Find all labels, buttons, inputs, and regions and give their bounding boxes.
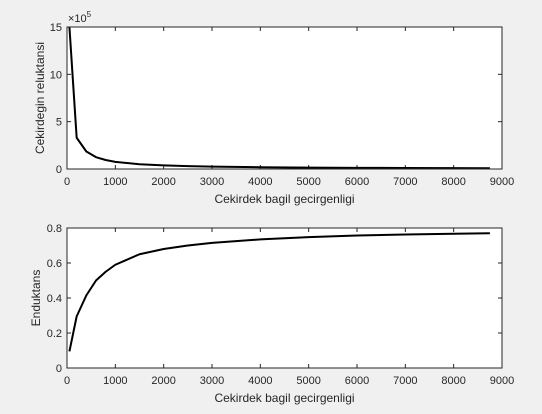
y-axis-label: Cekirdegin reluktansi [33, 42, 47, 154]
y-tick-label: 15 [50, 22, 62, 34]
y-tick-labels: 0 5 10 15 [50, 22, 62, 176]
x-axis-label: Cekirdek bagil gecirgenligi [214, 391, 354, 405]
x-tick-label: 9000 [490, 375, 514, 387]
plot-area [67, 228, 502, 368]
x-tick-label: 3000 [200, 176, 224, 188]
x-tick-label: 6000 [345, 375, 369, 387]
inductance-axes: 0 1000 2000 3000 4000 5000 6000 7000 8000 9000 00… [29, 223, 514, 405]
x-tick-label: 6000 [345, 176, 369, 188]
axes-box [66, 26, 503, 170]
x-tick-label: 0 [64, 375, 70, 387]
inductance-series-line [68, 232, 490, 352]
y-tick-labels: 0 0.2 0.4 0.6 0.8 [47, 223, 62, 375]
y-tick-label: 0 [56, 363, 62, 375]
x-tick-label: 9000 [490, 176, 514, 188]
y-tick-label: 0 [56, 164, 62, 176]
y-axis-label: Enduktans [29, 270, 43, 327]
x-tick-label: 7000 [393, 375, 417, 387]
x-tick-labels: 0 1000 2000 3000 4000 5000 6000 7000 8000 9000 [64, 176, 514, 188]
reluctance-series-line [68, 26, 490, 170]
x-tick-label: 3000 [200, 375, 224, 387]
x-tick-label: 2000 [151, 176, 175, 188]
x-tick-label: 8000 [441, 375, 465, 387]
x-tick-label: 0 [64, 176, 70, 188]
x-tick-label: 2000 [151, 375, 175, 387]
y-tick-label: 0.8 [47, 223, 62, 235]
x-tick-label: 7000 [393, 176, 417, 188]
x-tick-label: 4000 [248, 375, 272, 387]
plot-area [67, 27, 502, 169]
y-tick-label: 0.2 [47, 328, 62, 340]
x-tick-label: 1000 [103, 375, 127, 387]
x-axis-label: Cekirdek bagil gecirgenligi [214, 192, 354, 206]
axes-box [66, 227, 503, 369]
x-tick-label: 5000 [296, 176, 320, 188]
x-tick-label: 1000 [103, 176, 127, 188]
x-tick-label: 4000 [248, 176, 272, 188]
y-tick-label: 10 [50, 69, 62, 81]
x-tick-label: 8000 [441, 176, 465, 188]
y-tick-label: 5 [56, 117, 62, 129]
y-tick-label: 0.4 [47, 293, 62, 305]
reluctance-axes: 0 1000 2000 3000 4000 5000 6000 7000 8000 9000 0 5… [33, 10, 514, 206]
x-tick-label: 5000 [296, 375, 320, 387]
y-tick-label: 0.6 [47, 258, 62, 270]
x-tick-labels: 0 1000 2000 3000 4000 5000 6000 7000 8000 9000 [64, 375, 514, 387]
exponent-power: 5 [87, 10, 92, 19]
y-exponent-label: ×105 [68, 10, 92, 25]
exponent-base: ×10 [68, 13, 87, 25]
